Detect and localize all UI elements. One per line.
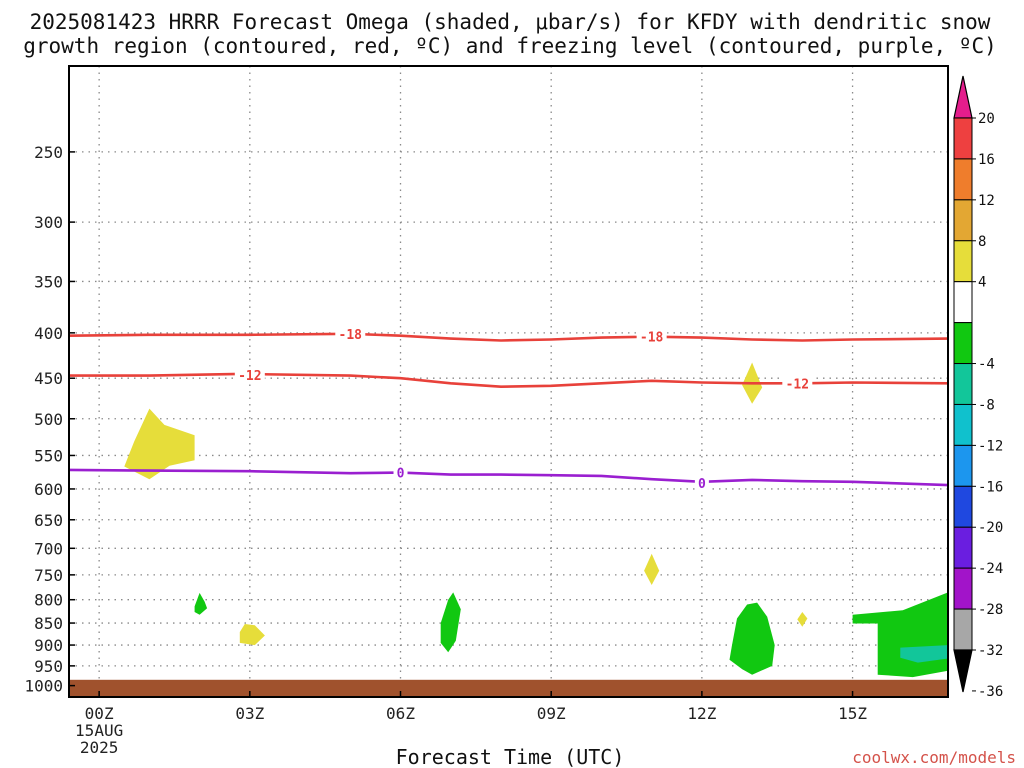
plot-inner: -18 -18 -12 -12 0 0 <box>69 66 948 697</box>
colorbar-label: -8 <box>978 397 995 413</box>
x-tick-label: 09Z <box>537 704 566 723</box>
omega-region-6 <box>440 592 461 653</box>
colorbar-segment <box>953 444 973 487</box>
colorbar-segment <box>953 363 973 405</box>
colorbar-label: -4 <box>978 357 995 373</box>
colorbar-arrow-top <box>953 75 973 119</box>
colorbar-label: 4 <box>978 275 986 291</box>
omega-region-7 <box>729 602 775 675</box>
colorbar-label: -20 <box>978 520 1003 536</box>
omega-region-0 <box>124 408 195 480</box>
contour-label-bg <box>234 366 265 383</box>
x-tick-label: 00Z <box>85 704 114 723</box>
colorbar-label: 12 <box>978 193 995 209</box>
y-tick-label: 350 <box>34 272 63 291</box>
contour-label--12: -12 <box>238 369 261 384</box>
chart-title: 2025081423 HRRR Forecast Omega (shaded, … <box>23 10 997 58</box>
colorbar-segment <box>953 322 973 365</box>
contour-label-bg <box>636 328 667 345</box>
omega-region-3 <box>797 612 808 627</box>
contour-label-bg <box>694 475 709 492</box>
y-tick-label: 800 <box>34 591 63 610</box>
y-tick-label: 250 <box>34 143 63 162</box>
x-tick-label: 06Z <box>386 704 415 723</box>
plot-area: -18 -18 -12 -12 0 0 250 300 350 400 450 500 550 600 65… <box>24 65 949 757</box>
contour-label-bg <box>782 375 813 392</box>
y-tick-label: 700 <box>34 539 63 558</box>
omega-region-8 <box>852 592 948 678</box>
y-tick-label: 1000 <box>24 677 63 696</box>
colorbar-segment <box>953 485 973 528</box>
x-tick-label: 12Z <box>687 704 716 723</box>
y-tick-label: 750 <box>34 566 63 585</box>
terrain-shading <box>69 679 948 697</box>
contour-label-bg <box>393 464 408 481</box>
x-axis-title: Forecast Time (UTC) <box>396 745 625 768</box>
contour-line-0 <box>69 468 948 487</box>
colorbar-label: -24 <box>978 561 1003 577</box>
contour-line--12 <box>69 372 948 389</box>
colorbar-arrow-bottom <box>953 649 973 693</box>
colorbar-label: 20 <box>978 111 995 127</box>
x-tick-label: 03Z <box>235 704 264 723</box>
colorbar-segment <box>953 403 973 446</box>
y-tick-label: 950 <box>34 657 63 676</box>
title-line-2: growth region (contoured, red, ºC) and f… <box>23 34 997 58</box>
colorbar-label: -36 <box>978 684 1003 700</box>
colorbar-label: -16 <box>978 479 1003 495</box>
colorbar-segment <box>953 117 973 160</box>
x-tick-label: 15Z <box>838 704 867 723</box>
colorbar-label: 16 <box>978 152 995 168</box>
colorbar-label: -28 <box>978 602 1003 618</box>
colorbar-segment <box>953 199 973 242</box>
colorbar-label: -32 <box>978 643 1003 659</box>
contour-label--12: -12 <box>786 377 809 392</box>
contour-label-0: 0 <box>698 477 706 492</box>
y-tick-label: 550 <box>34 446 63 465</box>
x-tick-label: 2025 <box>80 738 119 757</box>
colorbar-segment <box>953 526 973 569</box>
y-tick-label: 650 <box>34 511 63 530</box>
y-tick-label: 300 <box>34 213 63 232</box>
y-tick-label: 450 <box>34 369 63 388</box>
title-line-1: 2025081423 HRRR Forecast Omega (shaded, … <box>30 10 991 34</box>
y-tick-label: 500 <box>34 410 63 429</box>
x-tick-label: 15AUG <box>75 721 123 740</box>
y-tick-label: 900 <box>34 636 63 655</box>
contour-label-bg <box>335 325 366 342</box>
footer-brand: coolwx.com/models <box>852 748 1016 767</box>
omega-region-2 <box>644 553 660 585</box>
omega-region-4 <box>239 624 265 646</box>
y-tick-label: 600 <box>34 480 63 499</box>
colorbar-label: -12 <box>978 438 1003 454</box>
colorbar: 20 16 12 8 4 -4 -8 -12 -16 -20 -24 -28 -32 -36 <box>953 75 1003 700</box>
omega-region-5 <box>194 592 208 615</box>
plot-frame <box>68 65 949 698</box>
contour-label-0: 0 <box>397 467 405 482</box>
y-tick-label: 400 <box>34 324 63 343</box>
colorbar-segment <box>953 281 973 324</box>
y-tick-label: 850 <box>34 614 63 633</box>
contour-label--18: -18 <box>339 328 363 343</box>
colorbar-segment <box>953 567 973 610</box>
colorbar-segment <box>953 158 973 201</box>
contour-line--18 <box>69 332 948 342</box>
omega-region-9 <box>900 645 948 663</box>
colorbar-label: 8 <box>978 234 986 250</box>
colorbar-segment <box>953 608 973 651</box>
contour-label--18: -18 <box>640 331 664 346</box>
colorbar-segment <box>953 240 973 283</box>
